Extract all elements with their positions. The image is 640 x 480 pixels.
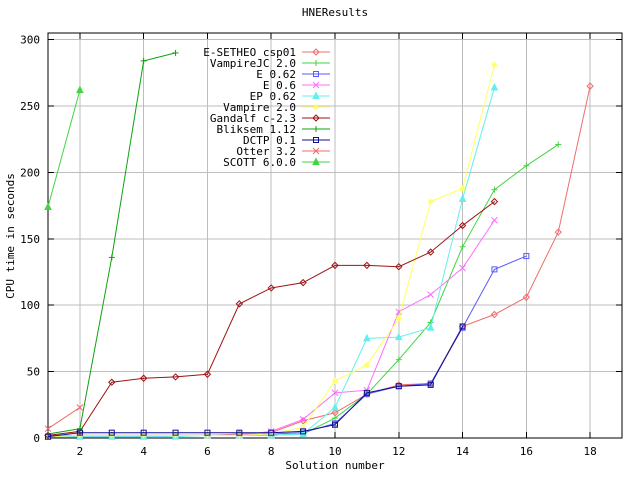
legend-entry-scott-6-0-0: SCOTT 6.0.0 (223, 156, 330, 169)
series-dctp-0-1 (45, 323, 466, 440)
x-tick-label: 16 (520, 445, 533, 458)
y-tick-label: 200 (20, 166, 40, 179)
y-tick-label: 50 (27, 366, 40, 379)
x-tick-label: 6 (204, 445, 211, 458)
legend-entry-gandalf-c-2-3: Gandalf c-2.3 (210, 112, 330, 125)
series-line-scott-6-0-0 (47, 89, 81, 208)
y-tick-label: 100 (20, 299, 40, 312)
legend-label: Bliksem 1.12 (217, 123, 296, 136)
x-tick-label: 4 (140, 445, 147, 458)
series-e-0-62 (45, 253, 530, 440)
legend-entry-dctp-0-1: DCTP 0.1 (243, 134, 330, 147)
legend-label: E 0.62 (256, 68, 296, 81)
series-bliksem-1-12 (45, 49, 179, 438)
legend-label: Otter 3.2 (236, 145, 296, 158)
x-tick-label: 2 (77, 445, 84, 458)
y-tick-label: 300 (20, 34, 40, 47)
series-line-otter-3-2 (47, 407, 81, 430)
series-line-e-setheo-csp01 (48, 86, 591, 436)
x-tick-label: 14 (456, 445, 470, 458)
chart-title: HNEResults (302, 6, 368, 19)
series-line-e-0-62 (47, 255, 527, 438)
legend-entry-vampire-2-0: Vampire 2.0 (223, 101, 330, 114)
legend-label: EP 0.62 (250, 90, 296, 103)
legend-entry-e-0-6: E 0.6 (263, 79, 330, 92)
legend-label: SCOTT 6.0.0 (223, 156, 296, 169)
legend-entry-otter-3-2: Otter 3.2 (236, 145, 330, 158)
series-line-bliksem-1-12 (47, 52, 176, 435)
x-tick-label: 8 (268, 445, 275, 458)
legend-label: E 0.6 (263, 79, 296, 92)
x-tick-label: 18 (583, 445, 596, 458)
legend-label: Gandalf c-2.3 (210, 112, 296, 125)
series-vampirejc-2-0 (45, 141, 562, 440)
series-otter-3-2 (44, 404, 84, 433)
y-tick-label: 0 (33, 432, 40, 445)
legend-entry-bliksem-1-12: Bliksem 1.12 (217, 123, 330, 136)
x-tick-label: 12 (392, 445, 405, 458)
legend-entry-e-0-62: E 0.62 (256, 68, 330, 81)
y-axis-label: CPU time in seconds (4, 173, 17, 299)
legend-entry-vampirejc-2-0: VampireJC 2.0 (210, 57, 330, 70)
legend-label: Vampire 2.0 (223, 101, 296, 114)
series-gandalf-c-2-3 (44, 197, 499, 440)
legend-label: VampireJC 2.0 (210, 57, 296, 70)
series-line-dctp-0-1 (47, 326, 463, 438)
x-axis-label: Solution number (285, 459, 385, 472)
y-tick-label: 150 (20, 233, 40, 246)
series-e-setheo-csp01 (44, 82, 594, 440)
series-scott-6-0-0 (44, 85, 84, 210)
legend-label: E-SETHEO csp01 (203, 46, 296, 59)
legend-label: DCTP 0.1 (243, 134, 296, 147)
chart-dynamic-content: 2 4 6 8 10 12 14 16 18 0 50 100 150 200 250 300 E-SETHEO… (20, 32, 623, 458)
legend-entry-e-setheo-csp01: E-SETHEO csp01 (203, 46, 330, 59)
legend-entry-ep-0-62: EP 0.62 (250, 90, 330, 103)
x-tick-label: 10 (328, 445, 341, 458)
gridlines (48, 33, 622, 438)
y-tick-label: 250 (20, 100, 40, 113)
series-line-vampirejc-2-0 (48, 144, 559, 438)
